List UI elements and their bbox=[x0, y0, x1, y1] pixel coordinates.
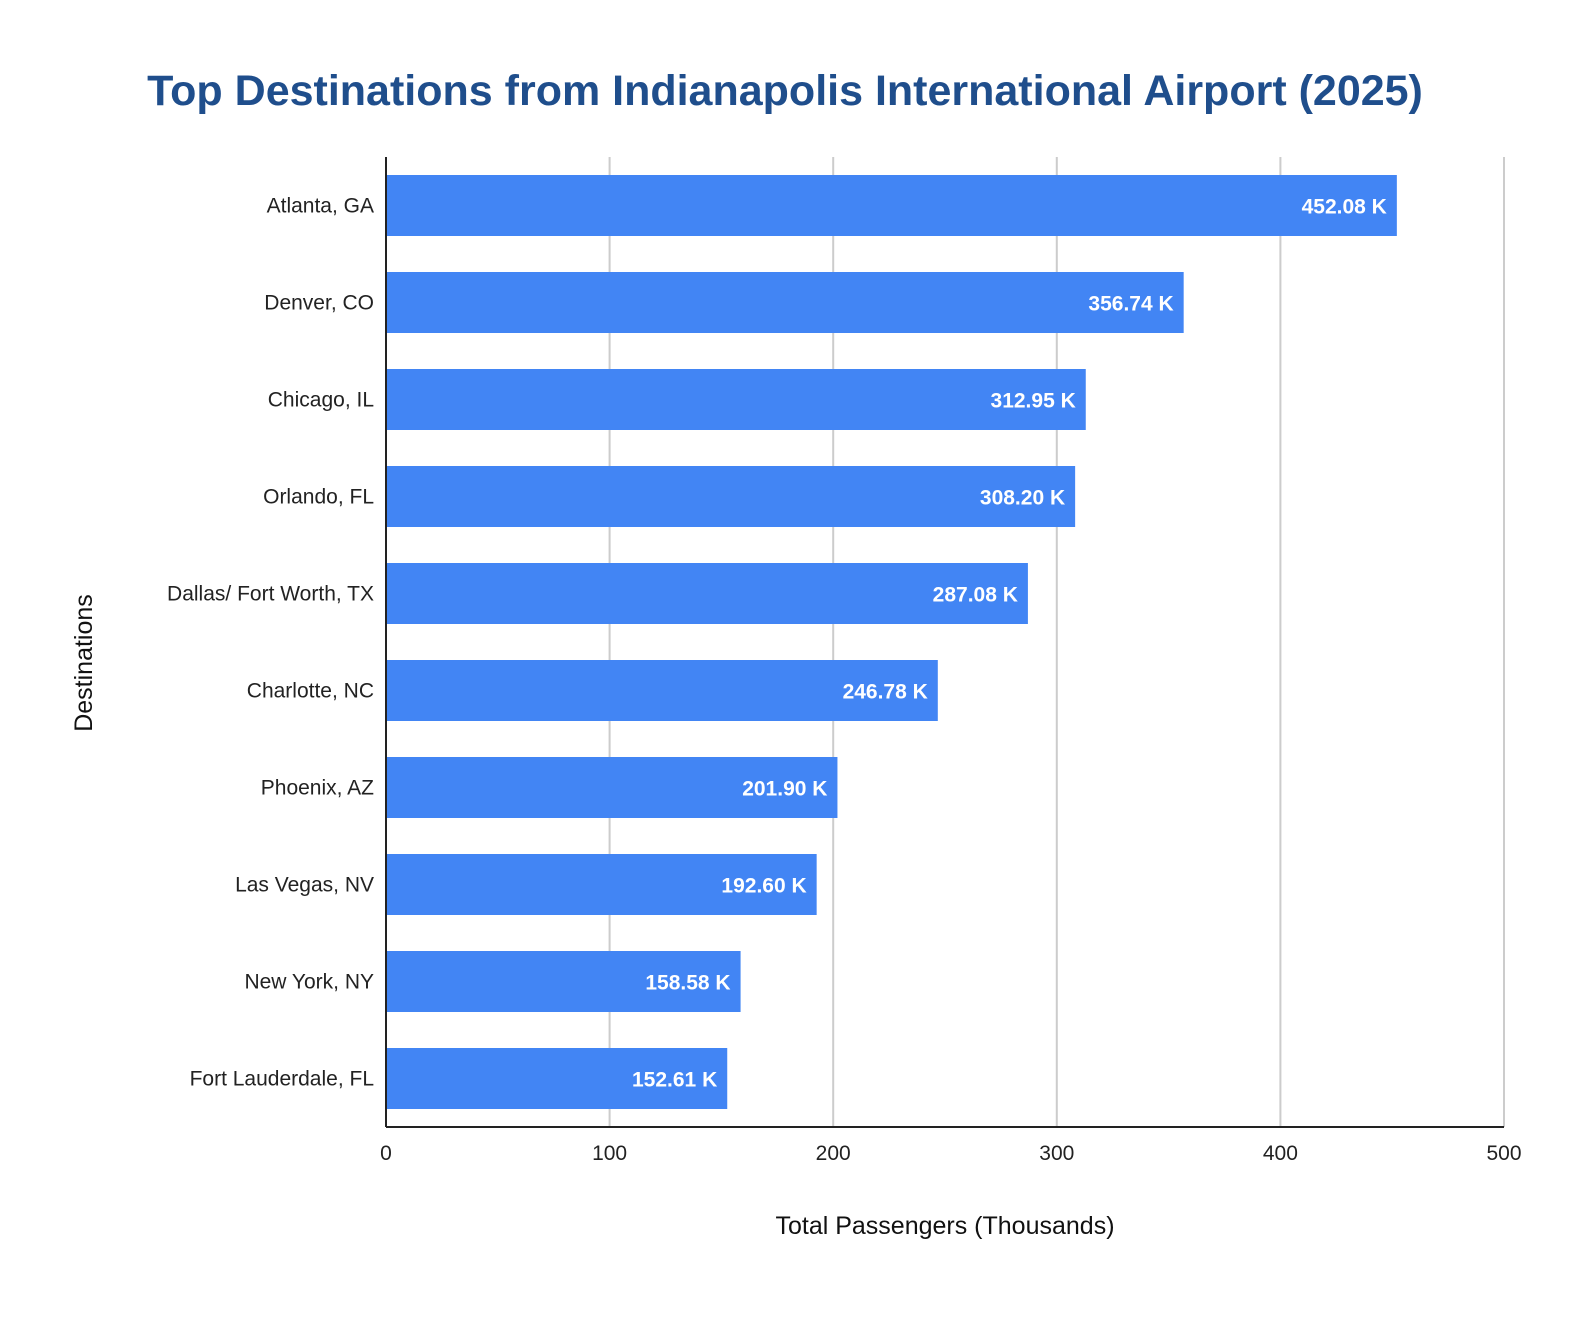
bar-6 bbox=[386, 757, 838, 818]
bar-2 bbox=[386, 369, 1086, 430]
bar-7 bbox=[386, 854, 817, 915]
x-axis-title: Total Passengers (Thousands) bbox=[775, 1212, 1114, 1240]
bar-4 bbox=[386, 563, 1028, 624]
data-label-7: 192.60 K bbox=[721, 875, 806, 898]
chart-title: Top Destinations from Indianapolis Inter… bbox=[147, 67, 1423, 115]
bar-8 bbox=[386, 951, 741, 1012]
data-label-3: 308.20 K bbox=[980, 487, 1065, 510]
data-label-6: 201.90 K bbox=[742, 778, 827, 801]
x-tick-label-100: 100 bbox=[592, 1142, 627, 1165]
data-label-8: 158.58 K bbox=[645, 972, 730, 995]
axes bbox=[385, 157, 1504, 1128]
category-label-3: Orlando, FL bbox=[263, 486, 374, 509]
category-label-4: Dallas/ Fort Worth, TX bbox=[167, 583, 374, 606]
bar-3 bbox=[386, 466, 1076, 527]
bar-0 bbox=[386, 175, 1397, 236]
data-label-1: 356.74 K bbox=[1088, 293, 1173, 316]
x-tick-label-300: 300 bbox=[1039, 1142, 1074, 1165]
data-label-0: 452.08 K bbox=[1302, 196, 1387, 219]
x-tick-label-200: 200 bbox=[816, 1142, 851, 1165]
category-label-0: Atlanta, GA bbox=[267, 195, 374, 218]
labels: Atlanta, GA 452.08 K Denver, CO 356.74 K Chi… bbox=[167, 195, 1521, 1166]
category-label-6: Phoenix, AZ bbox=[261, 777, 374, 800]
category-label-1: Denver, CO bbox=[264, 292, 374, 315]
x-tick-label-0: 0 bbox=[380, 1142, 392, 1165]
category-label-9: Fort Lauderdale, FL bbox=[190, 1068, 374, 1091]
x-tick-label-400: 400 bbox=[1263, 1142, 1298, 1165]
y-axis-title: Destinations bbox=[70, 594, 98, 732]
category-label-5: Charlotte, NC bbox=[247, 680, 374, 703]
data-label-5: 246.78 K bbox=[843, 681, 928, 704]
category-label-7: Las Vegas, NV bbox=[235, 874, 374, 897]
bar-5 bbox=[386, 660, 938, 721]
bars bbox=[386, 175, 1397, 1109]
data-label-2: 312.95 K bbox=[991, 390, 1076, 413]
data-label-9: 152.61 K bbox=[632, 1069, 717, 1092]
bar-1 bbox=[386, 272, 1184, 333]
data-label-4: 287.08 K bbox=[933, 584, 1018, 607]
bar-9 bbox=[386, 1048, 728, 1109]
x-tick-label-500: 500 bbox=[1486, 1142, 1521, 1165]
category-label-2: Chicago, IL bbox=[268, 389, 374, 412]
category-label-8: New York, NY bbox=[244, 971, 374, 994]
